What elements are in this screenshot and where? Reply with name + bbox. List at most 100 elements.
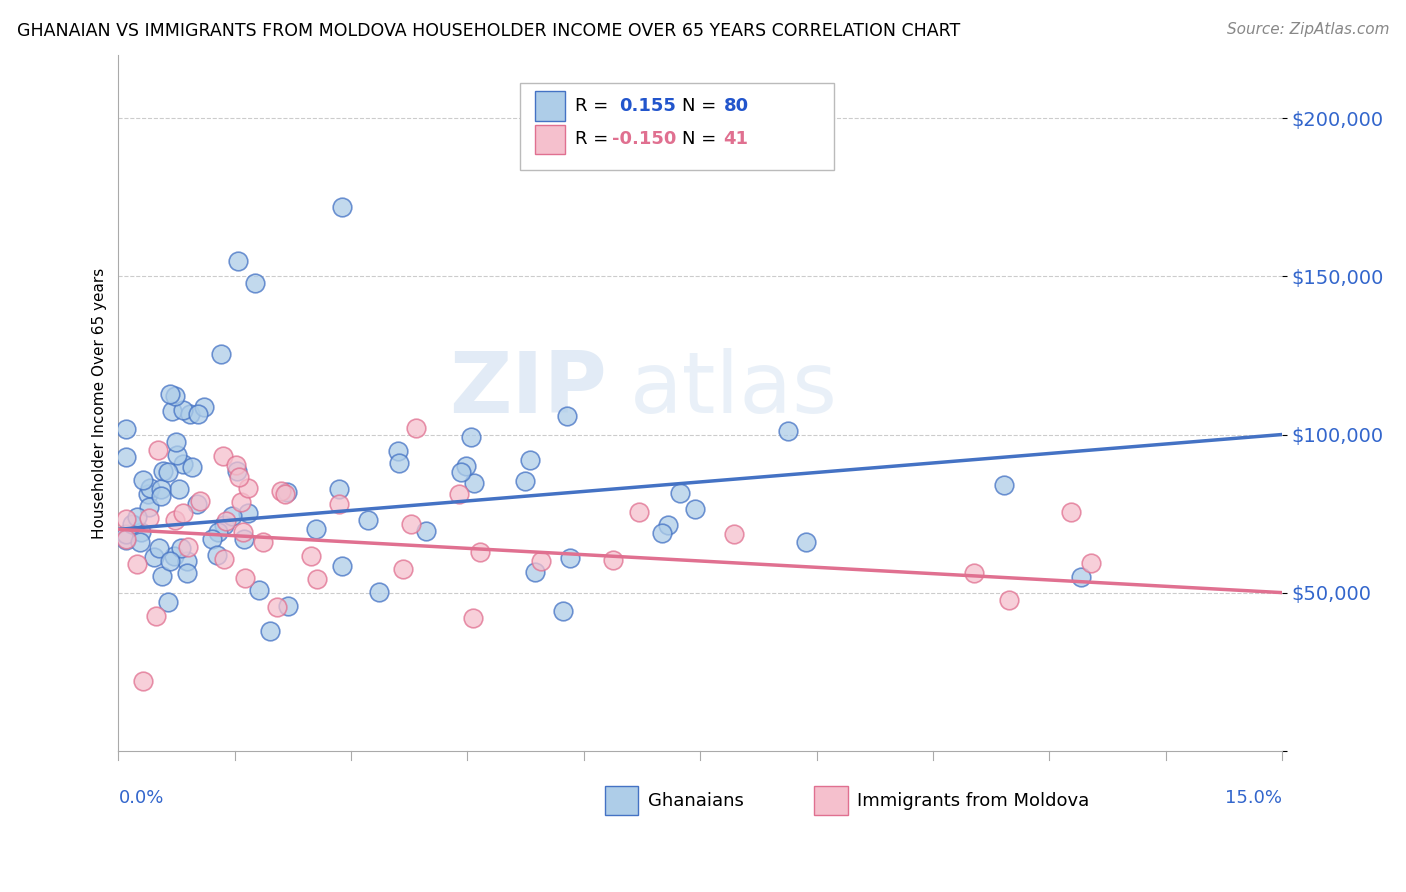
Point	[460, 430, 482, 444]
Point	[125, 509, 148, 524]
Point	[259, 624, 281, 639]
Point	[657, 517, 679, 532]
Text: Ghanaians: Ghanaians	[648, 792, 744, 810]
Point	[560, 551, 582, 566]
Point	[305, 522, 328, 536]
Y-axis label: Householder Income Over 65 years: Householder Income Over 65 years	[93, 268, 107, 539]
Point	[160, 404, 183, 418]
Point	[121, 517, 143, 532]
Point	[356, 513, 378, 527]
FancyBboxPatch shape	[520, 83, 834, 169]
Point	[193, 400, 215, 414]
Point	[152, 464, 174, 478]
Point	[136, 487, 159, 501]
Point	[513, 474, 536, 488]
Point	[148, 541, 170, 556]
Point	[387, 443, 409, 458]
Point	[172, 507, 194, 521]
Point	[115, 511, 138, 525]
Point	[115, 450, 138, 464]
Point	[232, 524, 254, 539]
Point	[276, 484, 298, 499]
Point	[723, 526, 745, 541]
Point	[214, 517, 236, 532]
Point	[669, 486, 692, 500]
Point	[225, 464, 247, 478]
Text: 0.0%: 0.0%	[118, 789, 165, 807]
Text: Source: ZipAtlas.com: Source: ZipAtlas.com	[1226, 22, 1389, 37]
FancyBboxPatch shape	[814, 786, 848, 815]
Point	[150, 569, 173, 583]
Point	[997, 593, 1019, 607]
Point	[138, 511, 160, 525]
Point	[238, 481, 260, 495]
Text: N =: N =	[682, 130, 721, 148]
Point	[181, 459, 204, 474]
Point	[188, 494, 211, 508]
FancyBboxPatch shape	[605, 786, 638, 815]
Text: -0.150: -0.150	[612, 130, 676, 148]
Text: R =: R =	[575, 97, 613, 115]
Point	[963, 566, 986, 580]
Point	[172, 457, 194, 471]
Point	[330, 558, 353, 573]
Point	[555, 409, 578, 424]
Point	[176, 566, 198, 581]
Point	[519, 453, 541, 467]
Point	[405, 421, 427, 435]
Point	[115, 532, 138, 546]
Point	[1080, 556, 1102, 570]
Point	[270, 484, 292, 499]
Point	[551, 604, 574, 618]
Point	[146, 443, 169, 458]
Point	[388, 456, 411, 470]
Point	[307, 572, 329, 586]
Point	[243, 276, 266, 290]
Point	[463, 476, 485, 491]
Point	[1070, 570, 1092, 584]
Text: R =: R =	[575, 130, 613, 148]
Text: GHANAIAN VS IMMIGRANTS FROM MOLDOVA HOUSEHOLDER INCOME OVER 65 YEARS CORRELATION: GHANAIAN VS IMMIGRANTS FROM MOLDOVA HOUS…	[17, 22, 960, 40]
Point	[139, 482, 162, 496]
Point	[399, 516, 422, 531]
Point	[165, 434, 187, 449]
Point	[221, 508, 243, 523]
Point	[368, 584, 391, 599]
Point	[252, 535, 274, 549]
Point	[209, 347, 232, 361]
Point	[266, 599, 288, 614]
Point	[149, 482, 172, 496]
Text: N =: N =	[682, 97, 716, 115]
Text: atlas: atlas	[630, 348, 838, 431]
Point	[145, 608, 167, 623]
Point	[993, 477, 1015, 491]
Point	[274, 486, 297, 500]
Point	[129, 524, 152, 539]
Point	[179, 407, 201, 421]
Point	[207, 524, 229, 539]
Point	[157, 594, 180, 608]
Text: 15.0%: 15.0%	[1225, 789, 1282, 807]
Point	[159, 387, 181, 401]
Text: 0.155: 0.155	[619, 97, 676, 115]
Point	[247, 583, 270, 598]
Point	[236, 506, 259, 520]
Point	[212, 449, 235, 463]
Point	[628, 505, 651, 519]
Point	[776, 424, 799, 438]
Point	[170, 541, 193, 555]
Point	[233, 571, 256, 585]
Point	[530, 554, 553, 568]
Point	[205, 548, 228, 562]
Point	[233, 533, 256, 547]
Point	[131, 674, 153, 689]
Point	[328, 482, 350, 496]
Point	[177, 540, 200, 554]
Point	[228, 470, 250, 484]
Point	[115, 533, 138, 548]
Point	[330, 200, 353, 214]
Point	[186, 498, 208, 512]
Point	[212, 551, 235, 566]
Point	[142, 549, 165, 564]
Point	[229, 495, 252, 509]
